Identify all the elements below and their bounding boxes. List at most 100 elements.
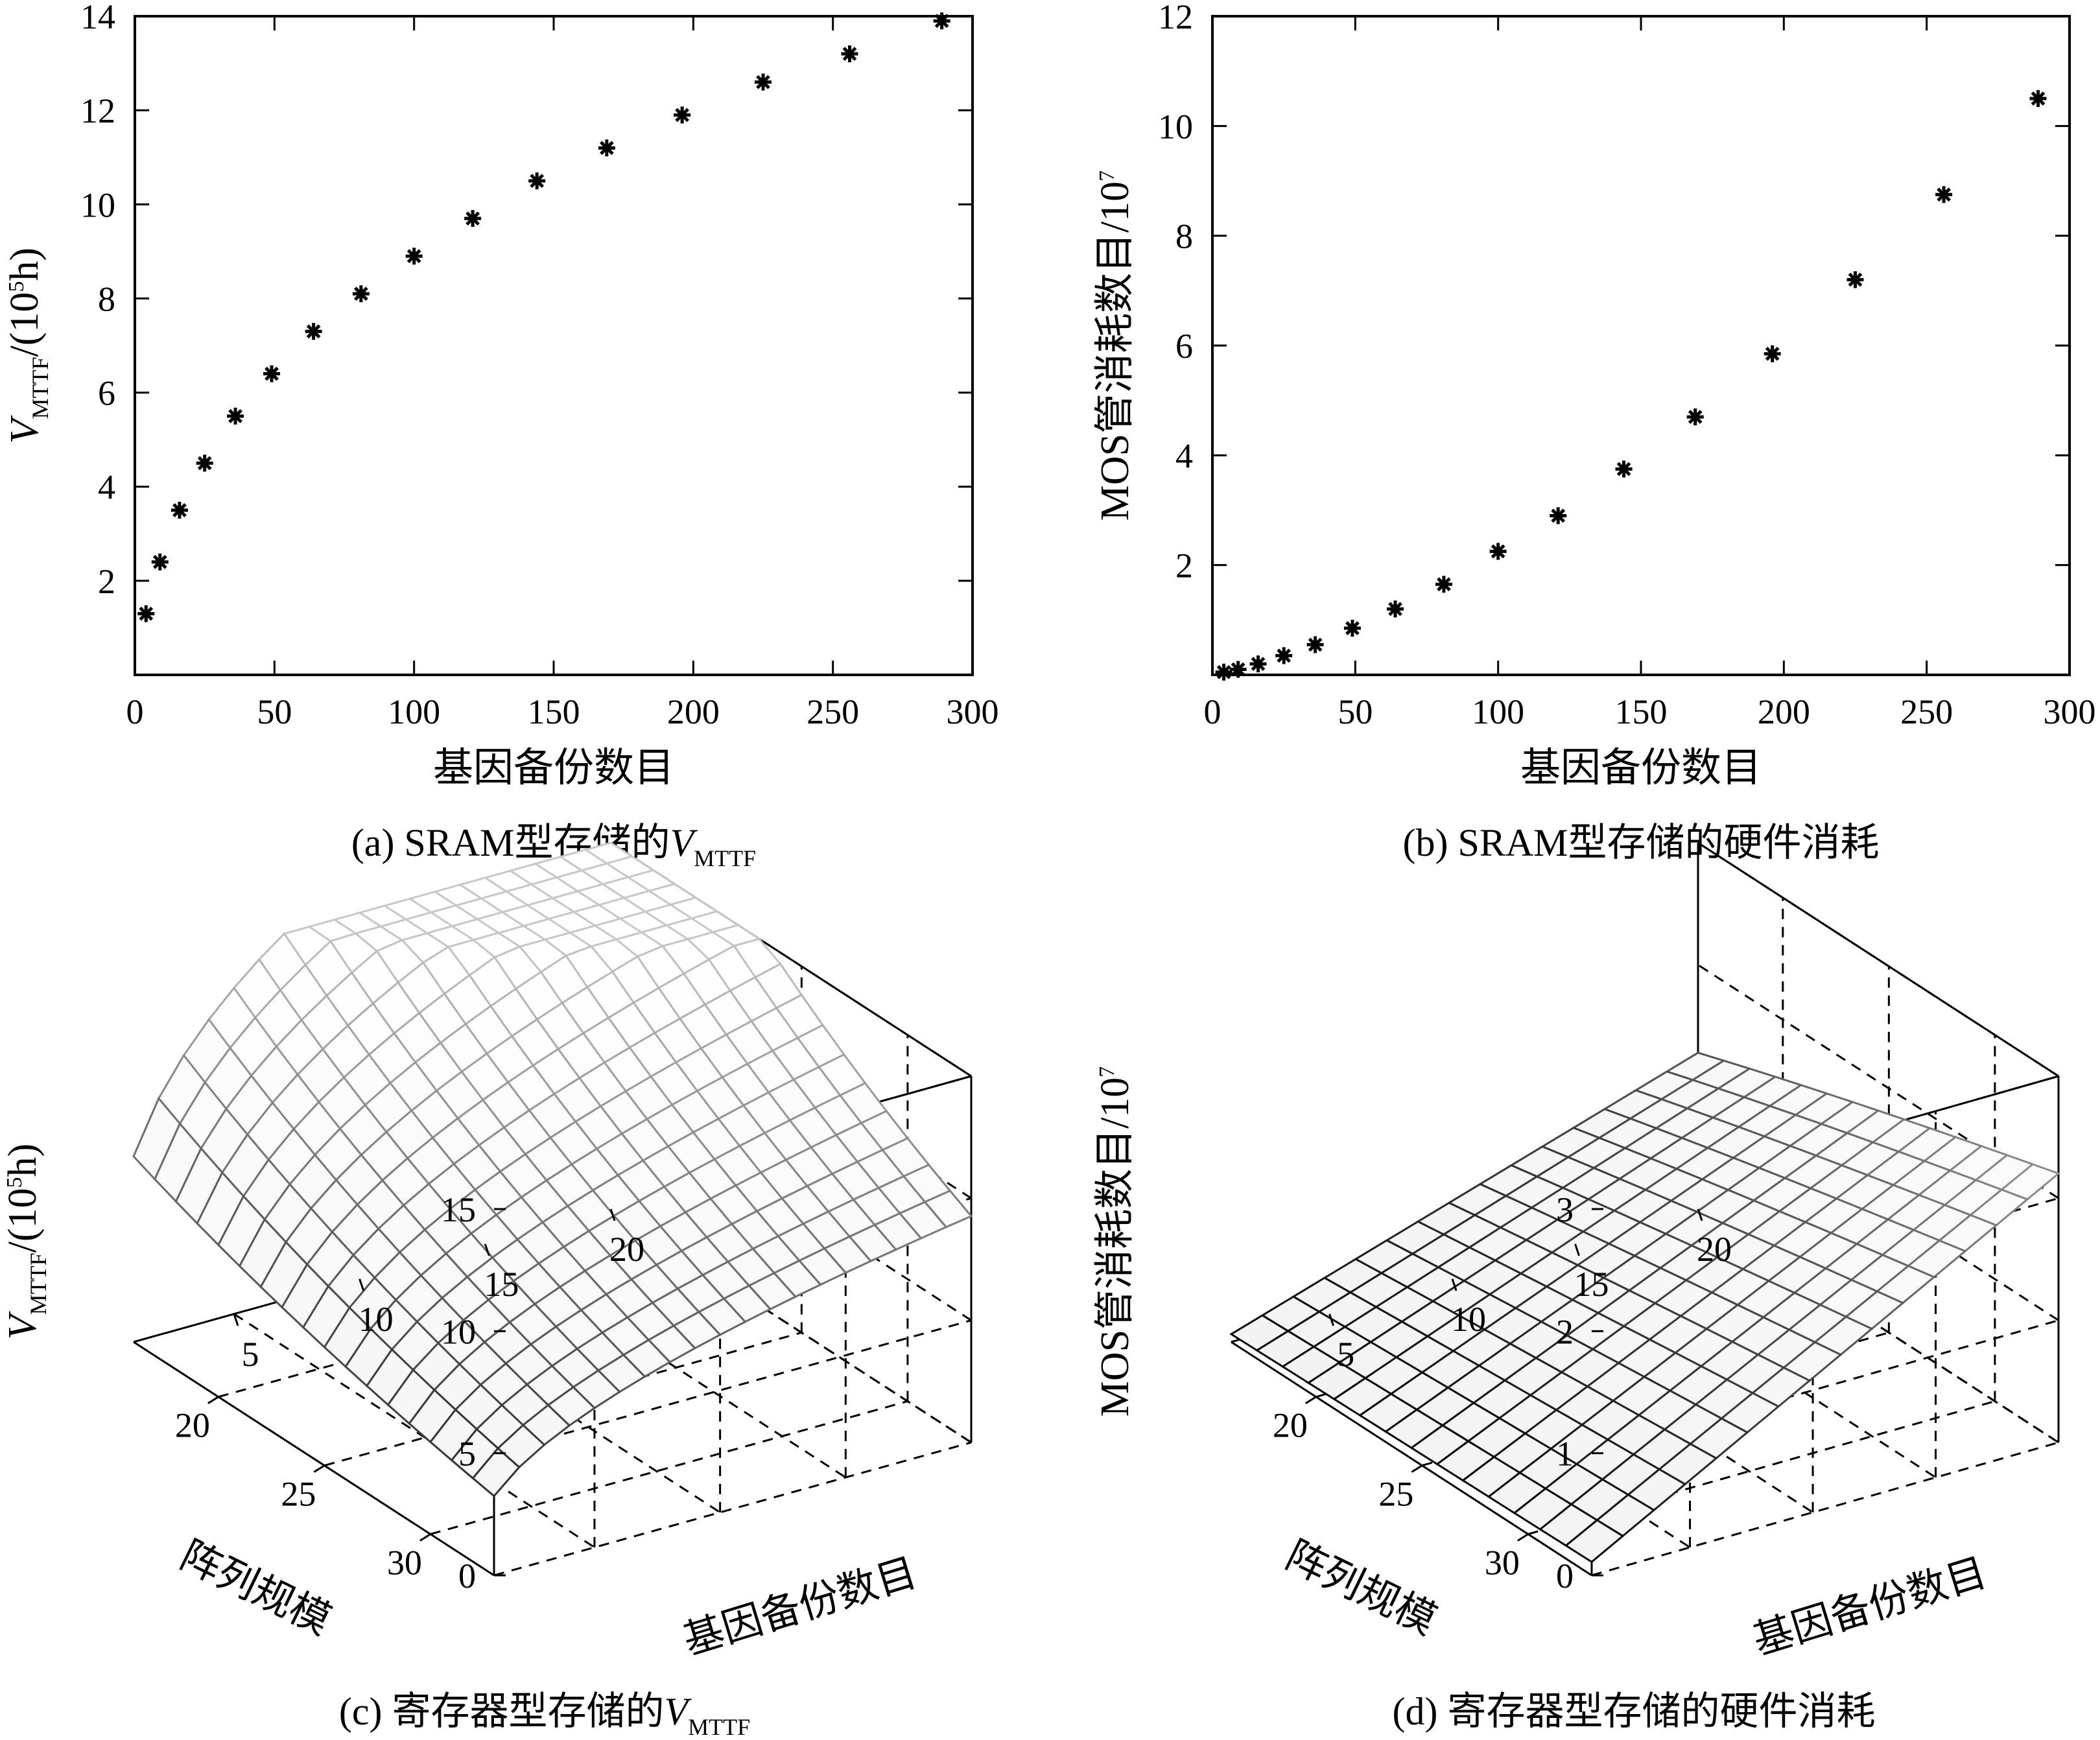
x-tick-label: 15 — [1574, 1265, 1609, 1304]
panel-b-points — [1215, 90, 2047, 681]
x-tick-label: 300 — [2044, 692, 2096, 731]
data-point — [2029, 90, 2047, 107]
x-tick-label: 100 — [388, 692, 440, 731]
x-tick-mark — [484, 1243, 490, 1256]
z-tick-label: 10 — [441, 1312, 476, 1351]
data-point — [674, 106, 691, 124]
x-tick-mark — [1328, 1313, 1335, 1326]
panel-b-ylabel: MOS管消耗数目/107 — [1093, 170, 1137, 521]
data-point — [227, 407, 244, 425]
x-tick-label: 50 — [257, 692, 292, 731]
x-tick-mark — [359, 1278, 365, 1291]
data-point — [151, 553, 169, 570]
y-tick-label: 10 — [80, 185, 115, 224]
y-tick-label: 4 — [98, 468, 115, 507]
y-tick-label: 4 — [1175, 436, 1193, 475]
back-wall-gridline — [493, 1441, 972, 1577]
data-point — [1343, 620, 1361, 637]
z-tick-label: 15 — [441, 1190, 476, 1229]
x-tick-label: 150 — [528, 692, 580, 731]
y-tick-label: 12 — [1158, 0, 1193, 36]
panel-c-ylabel: 阵列规模 — [173, 1533, 337, 1643]
x-tick-label: 0 — [1204, 692, 1221, 731]
panel-d-ticks: 0 1 2 3 5 10 15 20 20 25 30 — [1273, 1190, 1732, 1595]
z-tick-label: 5 — [458, 1435, 476, 1474]
x-tick-label: 300 — [947, 692, 999, 731]
x-tick-label: 20 — [609, 1230, 644, 1269]
box-edge — [133, 1341, 495, 1577]
y-tick-label: 2 — [1175, 547, 1193, 585]
y-tick-label: 6 — [1175, 327, 1193, 366]
panel-d-surface: 0 1 2 3 5 10 15 20 20 25 30 基因备份数目 阵列规模 MOS管消耗数目/1… — [1093, 841, 2060, 1733]
x-tick-mark — [1451, 1278, 1457, 1291]
data-point — [137, 605, 155, 622]
x-tick-label: 10 — [1451, 1300, 1486, 1339]
y-tick-label: 12 — [80, 91, 115, 130]
panel-b-scatter: 0 50 100 150 200 250 300 2 4 6 8 10 12 基因备份数目 MOS管消耗… — [1093, 0, 2096, 864]
data-point — [528, 172, 546, 189]
data-point — [1489, 543, 1507, 560]
y-tick-label: 30 — [1485, 1543, 1520, 1582]
data-point — [1215, 663, 1233, 681]
y-tick-label: 6 — [98, 374, 115, 413]
data-point — [352, 285, 370, 303]
data-point — [171, 502, 188, 519]
box-edge — [1697, 841, 2059, 1077]
x-tick-mark — [1697, 1208, 1703, 1221]
x-tick-label: 10 — [359, 1300, 394, 1339]
panel-a-xlabel: 基因备份数目 — [433, 746, 674, 790]
data-point — [1229, 661, 1247, 678]
data-point — [464, 210, 482, 228]
data-point — [1764, 345, 1781, 362]
z-tick-label: 2 — [1556, 1312, 1574, 1351]
panel-c-mesh — [132, 841, 973, 1498]
y-tick-label: 25 — [1378, 1475, 1413, 1514]
back-wall-gridline — [1591, 1441, 2059, 1577]
y-tick-label: 25 — [281, 1475, 316, 1514]
y-tick-mark — [1517, 1533, 1529, 1542]
surface-cell — [1564, 1519, 1625, 1564]
box-edge — [1231, 1341, 1592, 1577]
panel-b-caption: (b) SRAM型存储的硬件消耗 — [1402, 821, 1879, 864]
x-tick-mark — [233, 1313, 239, 1326]
x-tick-label: 0 — [126, 692, 144, 731]
x-tick-label: 20 — [1697, 1230, 1732, 1269]
panel-a-points — [137, 12, 950, 622]
y-tick-label: 20 — [1273, 1406, 1308, 1445]
data-point — [305, 323, 322, 340]
x-tick-label: 100 — [1472, 692, 1524, 731]
x-tick-label: 250 — [1900, 692, 1953, 731]
panel-c-zlabel: VMTTF/(105h) — [1, 1144, 51, 1339]
y-tick-mark — [419, 1533, 431, 1542]
x-tick-label: 5 — [1337, 1335, 1354, 1374]
z-tick-label: 0 — [458, 1557, 476, 1595]
x-tick-label: 50 — [1338, 692, 1373, 731]
data-point — [1686, 408, 1704, 426]
data-point — [1615, 460, 1633, 478]
z-tick-label: 1 — [1556, 1435, 1574, 1474]
data-point — [933, 12, 950, 30]
data-point — [1550, 507, 1567, 524]
floor-gridline — [324, 1332, 802, 1467]
back-wall-gridline — [493, 1319, 972, 1455]
x-tick-label: 200 — [667, 692, 720, 731]
y-tick-label: 8 — [1175, 217, 1193, 256]
data-point — [405, 248, 423, 265]
data-point — [598, 139, 615, 157]
x-tick-label: 5 — [241, 1335, 259, 1374]
data-point — [1846, 271, 1864, 288]
x-tick-label: 250 — [807, 692, 859, 731]
floor-gridline — [430, 1400, 908, 1535]
panel-d-zlabel: MOS管消耗数目/107 — [1093, 1066, 1137, 1417]
data-point — [1435, 576, 1452, 593]
surface-cell — [471, 1446, 521, 1498]
y-tick-label: 14 — [80, 0, 115, 36]
panel-c-xlabel: 基因备份数目 — [678, 1551, 922, 1664]
panel-c-caption: (c) 寄存器型存储的VMTTF — [339, 1690, 750, 1740]
y-tick-mark — [1305, 1396, 1317, 1404]
data-point — [1935, 186, 1953, 204]
y-tick-label: 2 — [98, 562, 115, 601]
